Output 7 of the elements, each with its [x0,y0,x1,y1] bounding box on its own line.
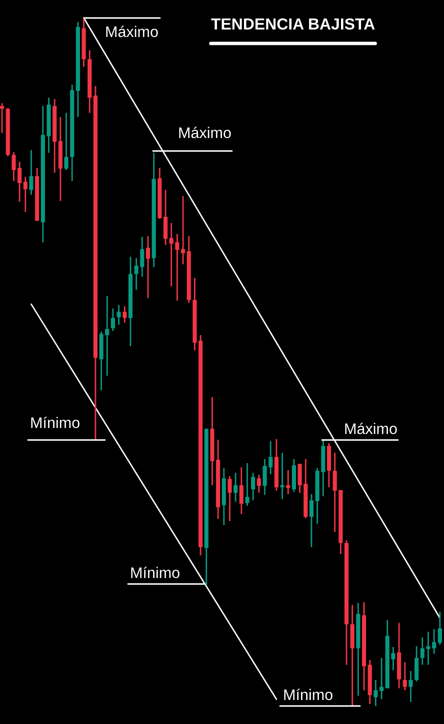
annotation: Máximo [345,422,397,434]
annotation: Máximo [106,26,158,38]
annotation: Mínimo [131,566,180,578]
annotation: Mínimo [31,416,80,428]
annotation: Máximo [179,126,231,138]
chart-title: TENDENCIA BAJISTA [211,18,375,30]
annotation: Mínimo [284,688,332,700]
